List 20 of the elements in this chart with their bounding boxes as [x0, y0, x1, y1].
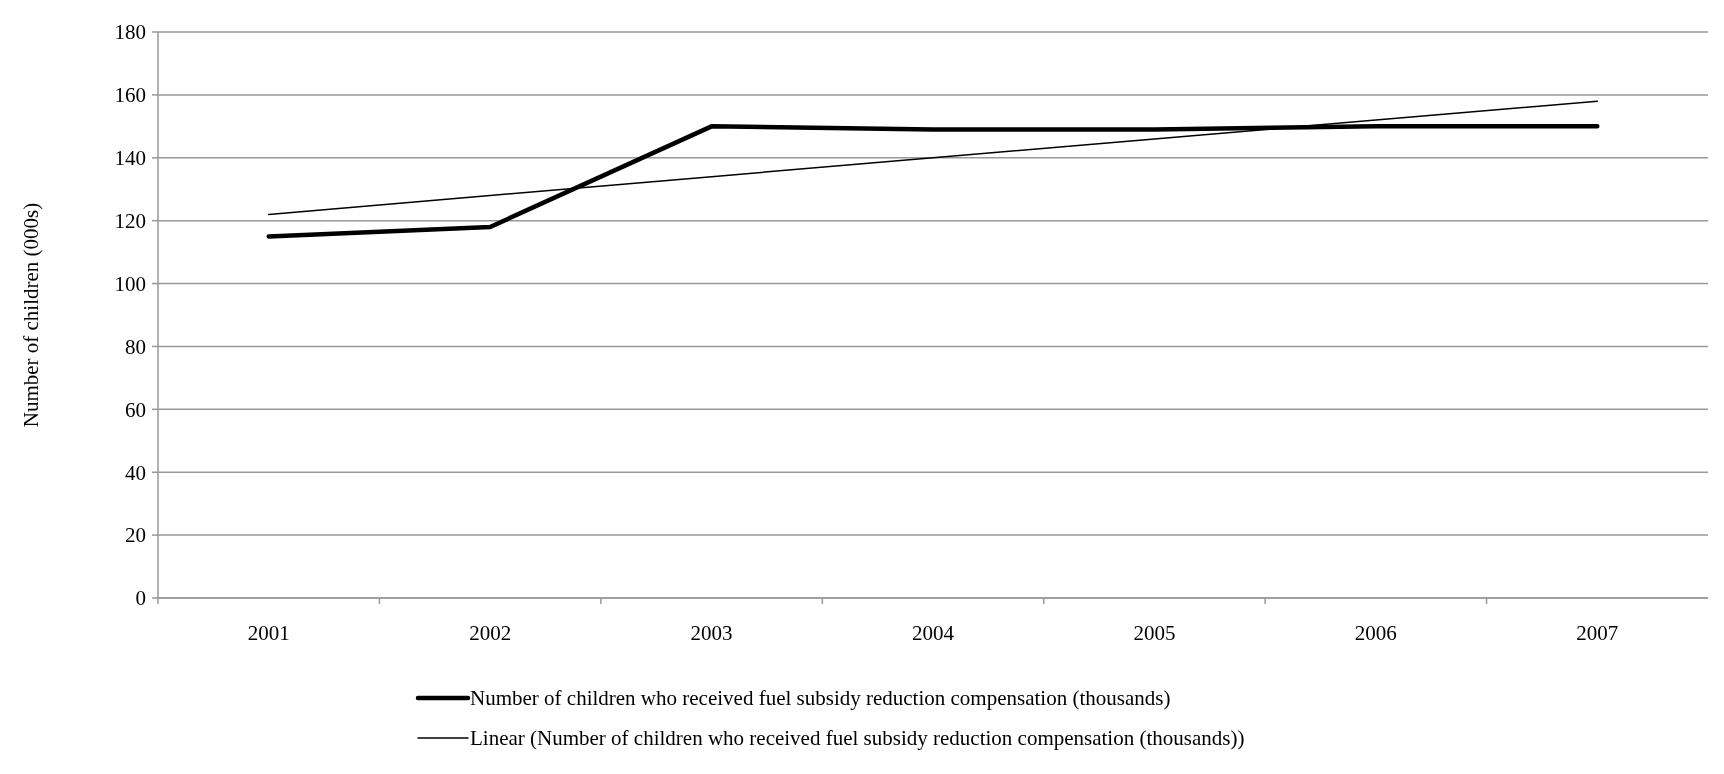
y-tick-label: 120: [114, 209, 146, 234]
y-tick-label: 40: [125, 460, 146, 485]
x-tick-label: 2002: [469, 621, 512, 645]
x-tick-label: 2006: [1354, 621, 1397, 645]
y-tick-label: 20: [125, 523, 146, 548]
y-tick-label: 140: [114, 146, 146, 171]
y-tick-label: 100: [114, 271, 146, 296]
legend-label: Linear (Number of children who received fuel subsidy reduction compensation (thousands)): [470, 726, 1245, 751]
x-tick-label: 2007: [1576, 621, 1619, 645]
y-tick-label: 60: [125, 397, 146, 422]
y-tick-label: 80: [125, 334, 146, 359]
y-tick-label: 180: [114, 20, 146, 45]
x-tick-label: 2004: [912, 621, 955, 645]
y-axis-title: Number of children (000s): [19, 202, 43, 428]
x-tick-label: 2003: [690, 621, 733, 645]
legend-label: Number of children who received fuel subsidy reduction compensation (thousands): [470, 686, 1171, 711]
x-tick-label: 2005: [1133, 621, 1176, 645]
x-tick-label: 2001: [247, 621, 290, 645]
y-tick-label: 0: [135, 586, 146, 611]
y-tick-label: 160: [114, 83, 146, 108]
